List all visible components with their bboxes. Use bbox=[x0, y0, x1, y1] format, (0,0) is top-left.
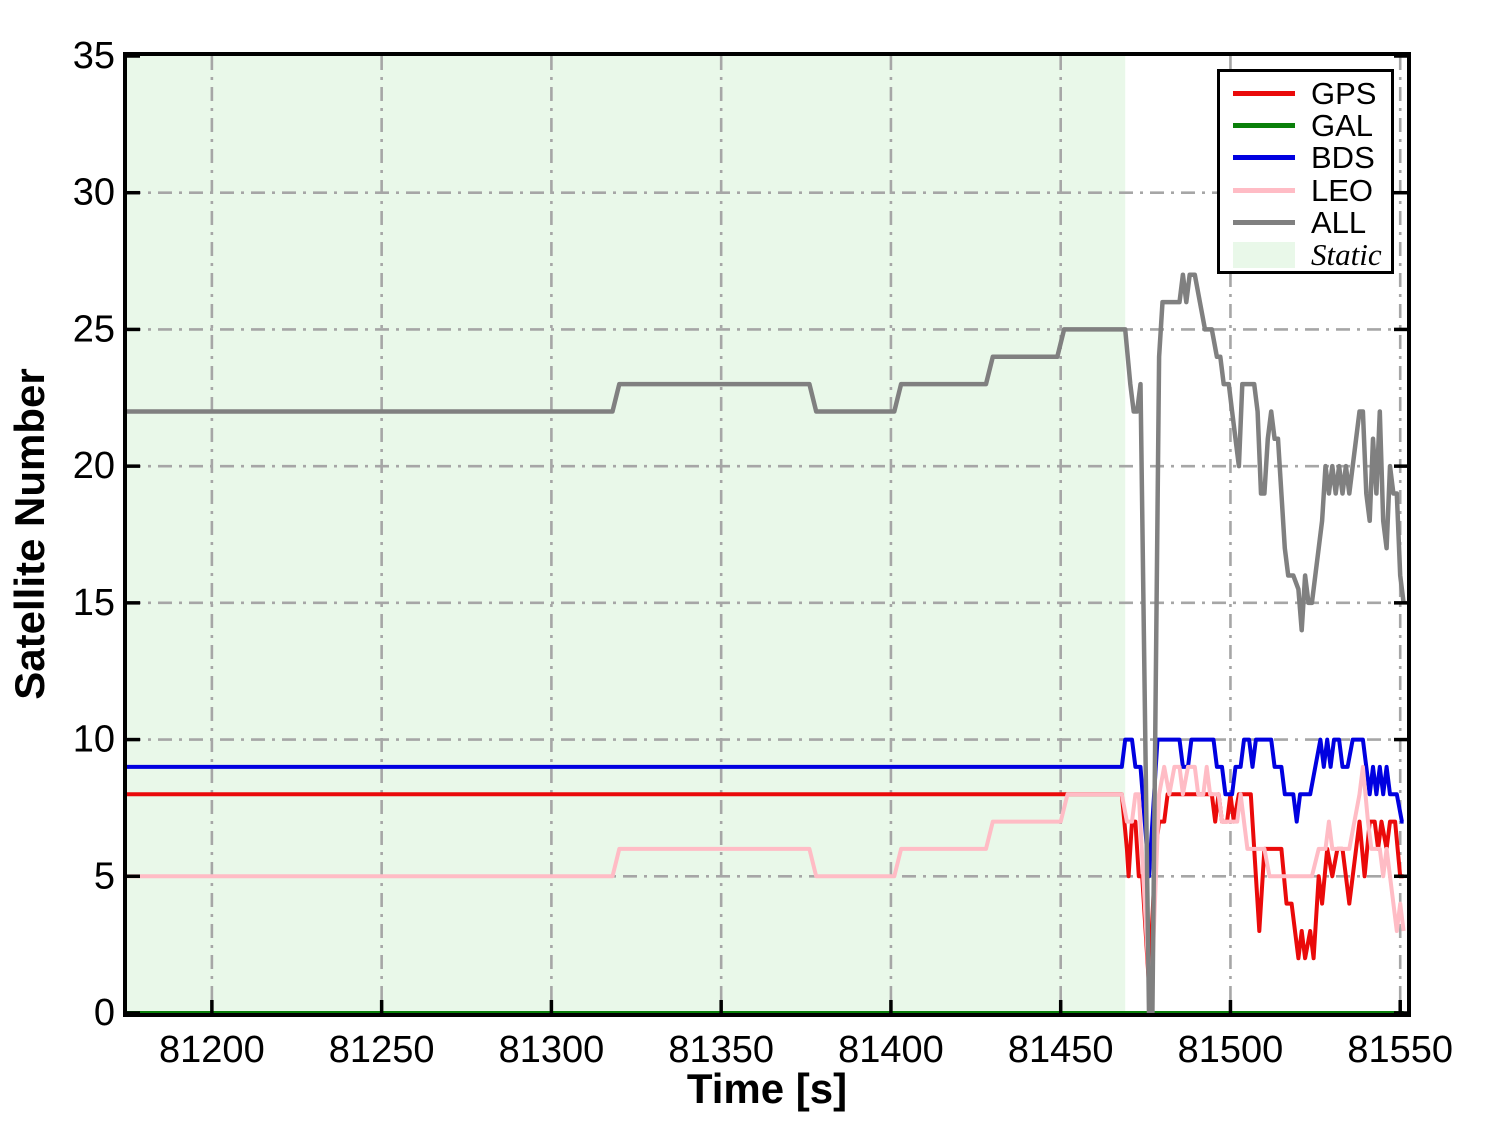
tick-labels: 81200 81250 81300 81350 81400 81450 81500 81550… bbox=[73, 35, 1453, 1071]
axis-ticks bbox=[127, 54, 1407, 1015]
legend-item-gal: GAL bbox=[1220, 109, 1391, 141]
legend-label: BDS bbox=[1311, 140, 1375, 176]
legend-patch-swatch bbox=[1233, 241, 1295, 268]
x-tick-label: 81350 bbox=[668, 1029, 774, 1071]
legend-line-swatch bbox=[1233, 187, 1295, 193]
x-tick-label: 81250 bbox=[329, 1029, 435, 1071]
legend-item-all: ALL bbox=[1220, 206, 1391, 238]
legend-label: GAL bbox=[1311, 107, 1374, 143]
gridlines bbox=[127, 56, 1407, 1013]
legend-line-swatch bbox=[1233, 155, 1295, 161]
x-tick-label: 81450 bbox=[1008, 1029, 1114, 1071]
y-tick-label: 15 bbox=[73, 582, 115, 624]
legend-line-swatch bbox=[1233, 90, 1295, 96]
legend-line-swatch bbox=[1233, 122, 1295, 128]
legend-item-gps: GPS bbox=[1220, 77, 1391, 109]
legend-line-swatch bbox=[1233, 219, 1295, 225]
legend-item-bds: BDS bbox=[1220, 142, 1391, 174]
x-tick-label: 81200 bbox=[159, 1029, 265, 1071]
x-tick-label: 81500 bbox=[1178, 1029, 1284, 1071]
legend-item-leo: LEO bbox=[1220, 174, 1391, 206]
series-lines bbox=[127, 272, 1406, 1013]
legend-label: GPS bbox=[1311, 75, 1377, 111]
legend-label: ALL bbox=[1311, 204, 1367, 240]
y-tick-label: 35 bbox=[73, 35, 115, 77]
legend-item-static: Static bbox=[1220, 239, 1391, 271]
y-tick-label: 10 bbox=[73, 719, 115, 761]
static-region bbox=[127, 56, 1126, 1013]
y-tick-label: 5 bbox=[94, 855, 115, 897]
x-tick-label: 81550 bbox=[1347, 1029, 1453, 1071]
legend: GPS GAL BDS LEO ALL Static bbox=[1217, 69, 1394, 274]
leo-line bbox=[127, 764, 1406, 1013]
y-axis-label: Satellite Number bbox=[6, 368, 53, 699]
static-region-group bbox=[127, 56, 1126, 1013]
legend-label: LEO bbox=[1311, 172, 1374, 208]
y-tick-label: 30 bbox=[73, 172, 115, 214]
x-axis-label: Time [s] bbox=[687, 1065, 847, 1112]
y-tick-label: 25 bbox=[73, 308, 115, 350]
all-line bbox=[127, 272, 1406, 1013]
y-tick-label: 20 bbox=[73, 445, 115, 487]
bds-line bbox=[127, 737, 1404, 879]
x-tick-label: 81300 bbox=[499, 1029, 605, 1071]
x-tick-label: 81400 bbox=[838, 1029, 944, 1071]
legend-label: Static bbox=[1311, 237, 1382, 273]
y-tick-label: 0 bbox=[94, 992, 115, 1034]
spines bbox=[123, 52, 1411, 1017]
